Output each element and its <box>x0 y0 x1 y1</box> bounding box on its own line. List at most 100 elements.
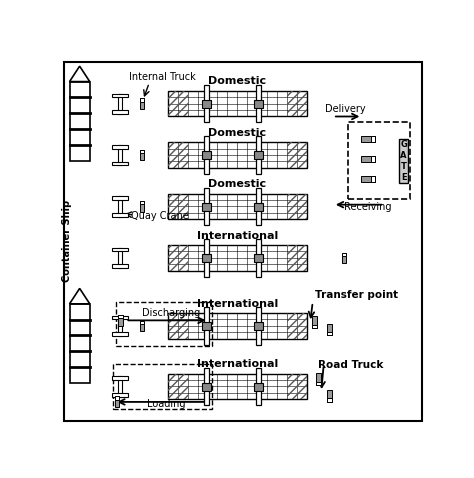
Bar <box>361 176 375 182</box>
Bar <box>178 264 188 271</box>
Bar <box>254 322 263 330</box>
Bar <box>297 387 307 393</box>
Bar <box>327 324 332 336</box>
Bar <box>112 364 212 409</box>
Bar <box>316 373 320 385</box>
Bar <box>118 94 122 114</box>
Bar <box>297 374 307 380</box>
Polygon shape <box>70 288 90 304</box>
Bar <box>256 85 261 122</box>
Bar <box>297 313 307 319</box>
Bar <box>168 155 178 162</box>
Bar <box>168 213 178 219</box>
Bar <box>371 156 375 162</box>
Bar <box>287 91 297 97</box>
Bar <box>287 142 297 149</box>
Bar <box>168 374 178 380</box>
Text: International: International <box>197 299 278 309</box>
Text: Loading: Loading <box>147 400 185 410</box>
Bar <box>204 85 209 122</box>
Bar <box>168 374 307 399</box>
Bar <box>327 398 332 402</box>
Bar <box>178 162 188 168</box>
Bar <box>361 136 375 142</box>
Bar <box>297 97 307 104</box>
Bar <box>70 82 90 161</box>
Bar <box>297 258 307 264</box>
Bar <box>178 380 188 387</box>
Bar <box>139 321 144 324</box>
Bar <box>287 387 297 393</box>
Bar <box>202 151 211 160</box>
Bar <box>297 245 307 251</box>
Bar <box>287 245 297 251</box>
Bar <box>112 94 128 97</box>
Bar <box>287 149 297 155</box>
Bar <box>139 321 144 331</box>
Bar <box>168 110 178 117</box>
Bar <box>297 393 307 399</box>
Bar <box>139 150 144 160</box>
Bar <box>178 97 188 104</box>
Bar <box>287 258 297 264</box>
Bar <box>297 326 307 332</box>
Bar <box>254 382 263 391</box>
Bar <box>112 316 128 319</box>
Text: G: G <box>400 140 407 149</box>
Bar <box>342 253 346 256</box>
Bar <box>361 156 375 162</box>
Bar <box>287 393 297 399</box>
Bar <box>168 142 307 168</box>
Bar <box>297 91 307 97</box>
Bar <box>168 393 178 399</box>
Bar <box>287 97 297 104</box>
Bar <box>327 390 332 402</box>
Text: Road Truck: Road Truck <box>318 360 383 370</box>
Bar <box>287 332 297 339</box>
Bar <box>178 332 188 339</box>
Bar <box>168 245 178 251</box>
Polygon shape <box>70 66 90 82</box>
Bar <box>178 258 188 264</box>
Bar <box>297 380 307 387</box>
Bar <box>202 322 211 330</box>
Bar <box>287 251 297 258</box>
Bar <box>204 368 209 405</box>
Bar <box>202 254 211 262</box>
Bar <box>178 206 188 213</box>
Bar <box>256 307 261 345</box>
Text: Internal Truck: Internal Truck <box>129 72 196 82</box>
Bar <box>297 251 307 258</box>
Bar <box>168 91 178 97</box>
Bar <box>342 253 346 263</box>
Bar <box>204 188 209 225</box>
Bar <box>112 264 128 268</box>
Bar <box>297 213 307 219</box>
Bar <box>168 313 178 319</box>
Bar <box>168 245 307 271</box>
Bar <box>254 254 263 262</box>
Bar <box>139 201 144 212</box>
Bar <box>168 264 178 271</box>
Text: Quay Crane: Quay Crane <box>131 211 189 221</box>
Bar <box>168 194 307 219</box>
Bar <box>118 196 122 217</box>
Text: A: A <box>401 151 407 160</box>
Bar <box>112 248 128 251</box>
Bar <box>168 162 178 168</box>
Bar <box>287 264 297 271</box>
Text: Domestic: Domestic <box>209 76 266 87</box>
Bar <box>371 136 375 142</box>
Bar <box>178 149 188 155</box>
Bar <box>178 319 188 326</box>
Bar <box>168 104 178 110</box>
Bar <box>287 326 297 332</box>
Text: Discharging: Discharging <box>142 308 201 318</box>
Bar <box>116 302 212 346</box>
Bar <box>297 155 307 162</box>
Text: Container Ship: Container Ship <box>63 200 73 282</box>
Text: E: E <box>401 173 406 182</box>
Text: International: International <box>197 231 278 240</box>
Bar <box>115 396 119 407</box>
Bar <box>168 91 307 117</box>
